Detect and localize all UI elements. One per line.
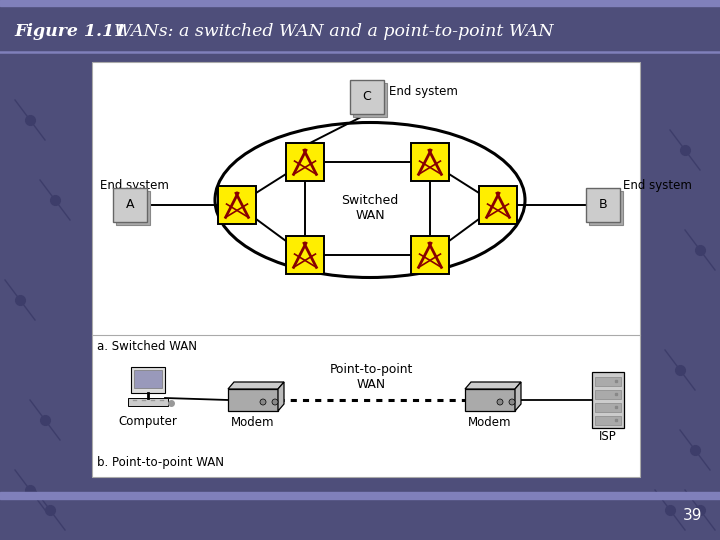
Bar [350,80,384,114]
Text: Point-to-point
WAN: Point-to-point WAN [329,363,413,391]
Bar [465,389,515,411]
FancyBboxPatch shape [116,191,150,225]
Text: ISP: ISP [599,430,617,443]
FancyBboxPatch shape [353,83,387,117]
Bar [479,186,517,224]
Text: End system: End system [100,179,169,192]
Text: b. Point-to-point WAN: b. Point-to-point WAN [97,456,224,469]
Circle shape [497,399,503,405]
Text: Figure 1.11: Figure 1.11 [14,23,126,40]
Circle shape [260,399,266,405]
Bar [411,143,449,181]
Bar [92,62,640,477]
Bar [595,416,621,425]
Bar [595,390,621,399]
Bar [218,186,256,224]
Text: 39: 39 [683,508,703,523]
Text: End system: End system [389,85,458,98]
Text: Modem: Modem [231,416,275,429]
Bar [411,236,449,274]
Text: a. Switched WAN: a. Switched WAN [97,340,197,353]
Text: Switched
WAN: Switched WAN [341,194,399,222]
Text: End system: End system [623,179,692,192]
Text: Computer: Computer [119,415,177,428]
Bar [0,0,720,6]
Bar [286,236,324,274]
Bar [131,367,165,393]
Polygon shape [278,382,284,411]
Circle shape [272,399,278,405]
Bar [595,403,621,412]
Bar [228,389,278,411]
Circle shape [509,399,515,405]
Text: Modem: Modem [468,416,512,429]
Text: A: A [126,199,134,212]
Polygon shape [228,382,284,389]
Bar [586,188,620,222]
Bar [134,370,162,388]
Bar [595,377,621,386]
FancyBboxPatch shape [589,191,623,225]
Text: WANs: a switched WAN and a point-to-point WAN: WANs: a switched WAN and a point-to-poin… [114,23,554,40]
Bar [592,372,624,428]
Bar [113,188,147,222]
Polygon shape [465,382,521,389]
Bar [128,398,168,406]
Text: B: B [599,199,607,212]
Bar [286,143,324,181]
Bar [0,492,720,499]
Text: C: C [363,91,372,104]
Polygon shape [515,382,521,411]
